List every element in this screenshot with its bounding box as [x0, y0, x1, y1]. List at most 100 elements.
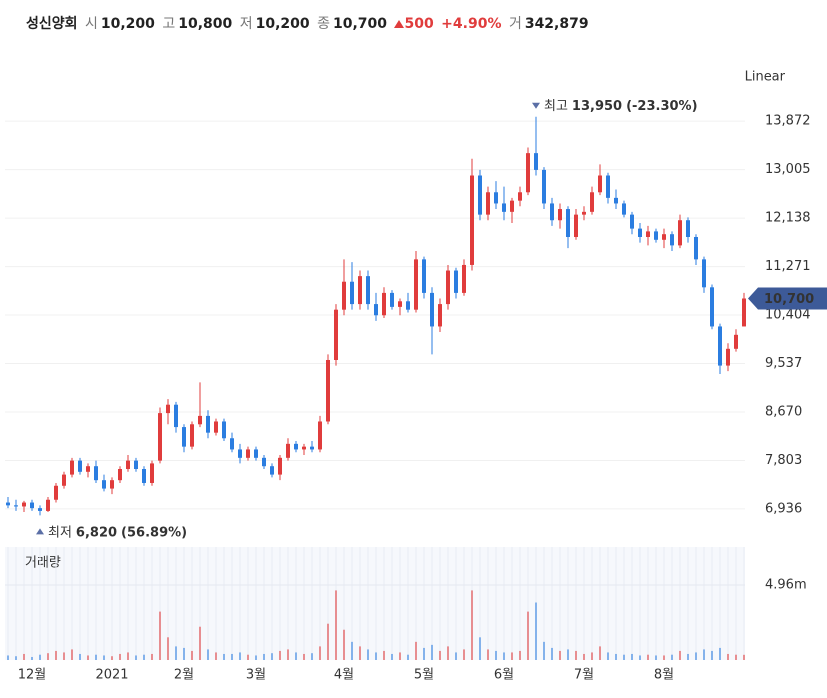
volume-bar — [607, 652, 609, 660]
volume-bar — [79, 653, 81, 660]
candle-body — [270, 466, 274, 475]
value: 10,800 — [178, 16, 233, 32]
volume-bar — [415, 641, 417, 660]
high-annotation: 최고 13,950 (-23.30%) — [544, 98, 698, 113]
volume-bar — [503, 652, 505, 660]
candle-body — [238, 449, 242, 458]
volume-bar — [87, 655, 89, 660]
candle-body — [86, 466, 90, 472]
candle-body — [30, 502, 34, 509]
low-annotation: 최저 6,820 (56.89%) — [48, 525, 187, 540]
volume-bar — [191, 650, 193, 660]
candle-body — [118, 469, 122, 481]
x-tick-label: 4월 — [334, 668, 354, 683]
candle-body — [398, 301, 402, 307]
high-marker — [532, 102, 540, 109]
candle-body — [542, 169, 546, 204]
candle-body — [710, 287, 714, 327]
candle-body — [366, 276, 370, 305]
candle-body — [334, 309, 338, 360]
candle-body — [358, 276, 362, 305]
volume-bar — [479, 637, 481, 660]
candle-body — [414, 259, 418, 310]
candle-body — [190, 424, 194, 447]
stock-name: 성신양회 — [26, 16, 78, 32]
low-marker — [36, 528, 44, 535]
candle-body — [150, 463, 154, 483]
volume-bar — [335, 590, 337, 660]
candle-body — [422, 259, 426, 293]
volume-bar — [167, 637, 169, 660]
value: 10,200 — [100, 16, 155, 32]
candle-body — [734, 334, 738, 349]
volume-bar — [455, 652, 457, 660]
value: 342,879 — [524, 16, 589, 32]
annotation-part: 최고 — [544, 98, 568, 113]
volume-bar — [407, 654, 409, 660]
volume-bar — [183, 647, 185, 660]
volume-bar — [679, 650, 681, 660]
volume-bar — [7, 655, 9, 660]
volume-bar — [367, 649, 369, 660]
volume-bar — [383, 650, 385, 660]
candle-body — [494, 192, 498, 204]
volume-bar — [735, 654, 737, 660]
candle-body — [638, 228, 642, 237]
candle-body — [102, 480, 106, 489]
candle-body — [598, 175, 602, 193]
volume-bar — [687, 653, 689, 660]
volume-bar — [127, 652, 129, 660]
y-tick-label: 13,872 — [765, 114, 811, 129]
label: 고 — [162, 16, 176, 32]
y-tick-label: 12,138 — [765, 211, 811, 226]
volume-bar — [559, 650, 561, 660]
y-tick-label: 11,271 — [765, 259, 811, 274]
change: 500 — [404, 16, 434, 32]
candle-body — [158, 413, 162, 461]
candle-body — [222, 421, 226, 439]
candle-body — [78, 460, 82, 472]
candle-body — [662, 234, 666, 240]
candle-body — [702, 259, 706, 288]
candle-body — [686, 220, 690, 237]
candle-body — [38, 508, 42, 511]
volume-bar — [655, 655, 657, 660]
annotation-part: 13,950 — [572, 98, 622, 113]
volume-bar — [391, 653, 393, 660]
candle-body — [518, 192, 522, 201]
volume-bar — [447, 646, 449, 660]
volume-bar — [591, 652, 593, 660]
volume-bar — [39, 654, 41, 660]
value: 10,700 — [333, 16, 388, 32]
volume-bar — [255, 655, 257, 660]
candle-body — [46, 499, 50, 511]
up-arrow — [394, 20, 405, 28]
candle-body — [254, 449, 258, 458]
y-tick-label: 9,537 — [765, 356, 802, 371]
volume-bar — [303, 653, 305, 660]
annotation-part: (56.89%) — [121, 525, 187, 540]
value: 10,200 — [255, 16, 310, 32]
candle-body — [110, 480, 114, 489]
candle-body — [630, 214, 634, 229]
candle-body — [6, 502, 10, 506]
x-tick-label: 2월 — [174, 668, 194, 683]
volume-bar — [151, 653, 153, 660]
volume-bar — [351, 641, 353, 660]
volume-bar — [103, 655, 105, 660]
change-pct: +4.90% — [441, 16, 502, 32]
volume-bar — [343, 629, 345, 660]
volume-bar — [55, 650, 57, 660]
volume-bar — [551, 647, 553, 660]
candle-body — [430, 292, 434, 327]
header: 성신양회 시 10,200 고 10,800 저 10,200 종 10,700 500… — [26, 13, 592, 33]
volume-bar — [495, 650, 497, 660]
volume-bar — [431, 644, 433, 660]
candle-body — [302, 446, 306, 450]
volume-bar — [15, 656, 17, 660]
candle-body — [54, 485, 58, 500]
volume-bar — [143, 654, 145, 660]
candle-body — [694, 236, 698, 260]
y-tick-label: 4.96m — [765, 577, 807, 592]
